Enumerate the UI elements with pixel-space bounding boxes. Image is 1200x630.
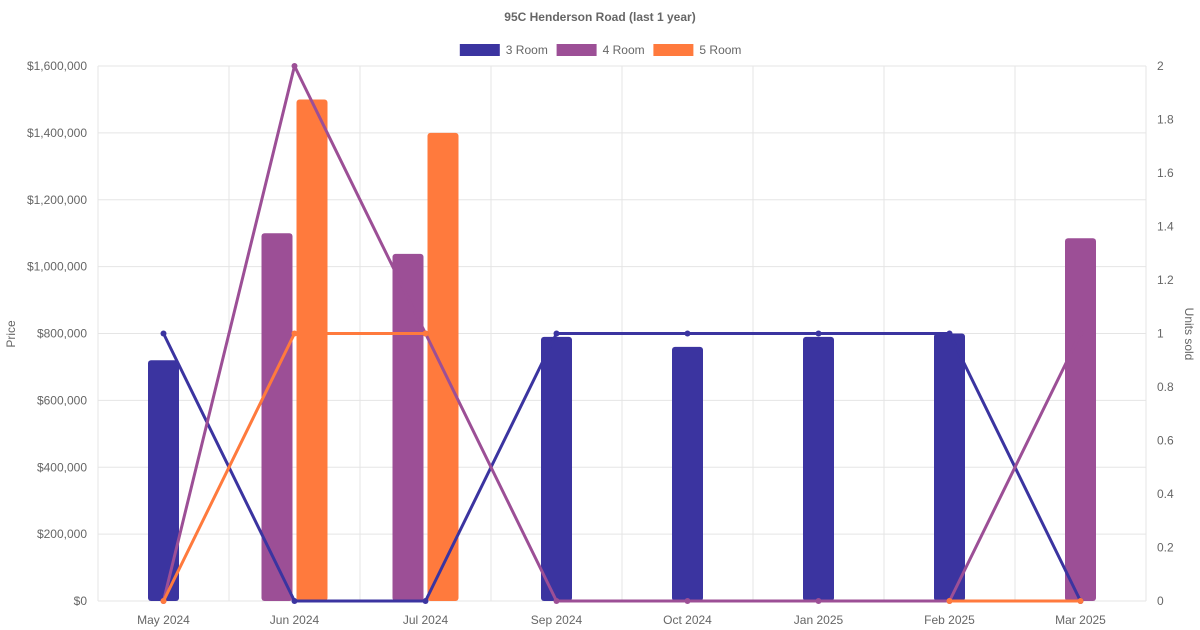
y2-tick-label: 1.2 (1157, 273, 1174, 287)
x-tick-label: Jan 2025 (794, 613, 844, 627)
bars (148, 99, 1096, 601)
point-units-3-room (160, 330, 167, 337)
y-tick-label: $1,400,000 (27, 126, 87, 140)
legend-label-4-room: 4 Room (603, 43, 645, 57)
bar-3-room (148, 360, 179, 601)
x-axis-ticks: May 2024 Jun 2024 Jul 2024 Sep 2024 Oct 2024… (137, 613, 1106, 627)
y2-tick-label: 0 (1157, 594, 1164, 608)
legend-swatch-3-room (459, 44, 500, 56)
y2-tick-label: 1.8 (1157, 113, 1174, 127)
point-units-5-room (1077, 598, 1084, 604)
y-axis-label: Price (4, 320, 18, 348)
x-tick-label: Jun 2024 (270, 613, 320, 627)
bar-3-room (934, 333, 965, 601)
x-tick-label: Jul 2024 (403, 613, 449, 627)
point-units-3-room (422, 598, 429, 604)
chart-title: 95C Henderson Road (last 1 year) (504, 10, 695, 24)
y2-tick-label: 0.6 (1157, 434, 1174, 448)
x-tick-label: Sep 2024 (531, 613, 583, 627)
point-units-5-room (291, 330, 298, 337)
line-units-3-room (162, 332, 1082, 603)
point-units-3-room (946, 330, 953, 337)
lines (160, 63, 1084, 604)
point-units-4-room (684, 598, 691, 604)
point-units-5-room (946, 598, 953, 604)
point-units-3-room (815, 330, 822, 337)
x-tick-label: Oct 2024 (663, 613, 712, 627)
legend-swatch-5-room (653, 44, 694, 56)
y-tick-label: $0 (74, 594, 88, 608)
y-tick-label: $200,000 (37, 527, 87, 541)
bar-3-room (672, 346, 703, 601)
y2-tick-label: 0.4 (1157, 487, 1174, 501)
point-units-3-room (291, 598, 298, 604)
bar-3-room (541, 336, 572, 601)
point-units-3-room (553, 330, 560, 337)
y2-tick-label: 1.4 (1157, 220, 1174, 234)
x-tick-label: Mar 2025 (1055, 613, 1106, 627)
y-tick-label: $1,000,000 (27, 260, 87, 274)
point-units-5-room (422, 330, 429, 337)
point-units-4-room (1077, 330, 1084, 337)
y2-tick-label: 0.8 (1157, 380, 1174, 394)
y-tick-label: $800,000 (37, 327, 87, 341)
y-tick-label: $600,000 (37, 393, 87, 407)
y-tick-label: $1,200,000 (27, 193, 87, 207)
y2-axis-ticks: 0 0.2 0.4 0.6 0.8 1 1.2 1.4 1.6 1.8 2 (1157, 59, 1174, 608)
bar-4-room (261, 233, 293, 601)
y2-tick-label: 2 (1157, 59, 1164, 73)
y-axis-ticks: $0 $200,000 $400,000 $600,000 $800,000 $1,000… (27, 59, 87, 608)
bar-3-room (803, 336, 834, 601)
legend: 3 Room 4 Room 5 Room (459, 43, 741, 57)
legend-label-5-room: 5 Room (699, 43, 741, 57)
x-tick-label: May 2024 (137, 613, 190, 627)
point-units-4-room (553, 598, 560, 604)
y2-tick-label: 1.6 (1157, 166, 1174, 180)
bar-4-room (1065, 238, 1096, 601)
y2-axis-label: Units sold (1182, 308, 1196, 361)
bar-4-room (392, 253, 424, 601)
point-units-4-room (815, 598, 822, 604)
legend-label-3-room: 3 Room (506, 43, 548, 57)
bar-5-room (296, 99, 328, 601)
point-units-5-room (160, 598, 167, 604)
point-units-4-room (291, 63, 298, 69)
point-units-3-room (684, 330, 691, 337)
y2-tick-label: 0.2 (1157, 541, 1174, 555)
line-units-4-room (162, 64, 1082, 603)
legend-swatch-4-room (556, 44, 597, 56)
y2-tick-label: 1 (1157, 327, 1164, 341)
x-tick-label: Feb 2025 (924, 613, 975, 627)
y-tick-label: $1,600,000 (27, 59, 87, 73)
y-tick-label: $400,000 (37, 460, 87, 474)
